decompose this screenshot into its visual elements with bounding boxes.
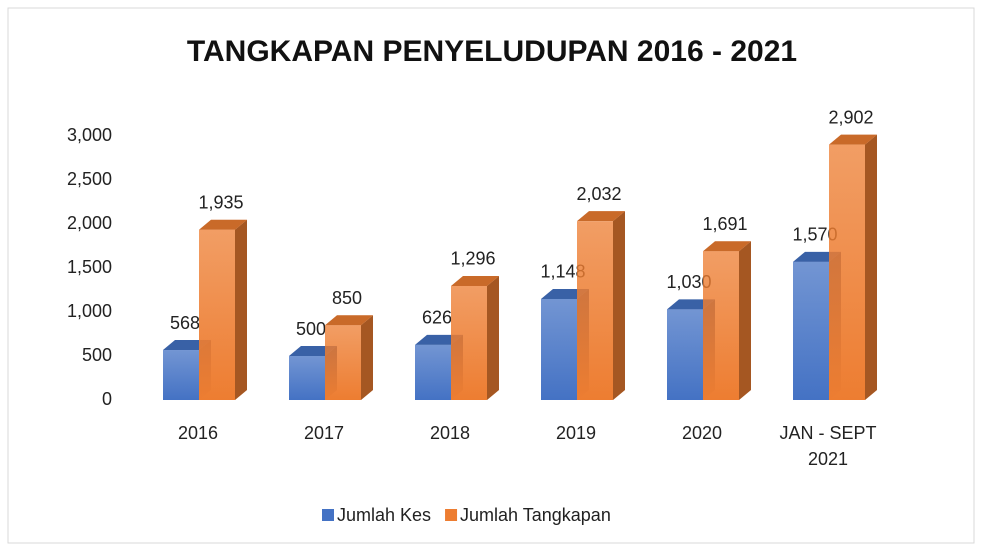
bar-side (361, 315, 373, 400)
legend-swatch (445, 509, 458, 521)
bar-side-shade (865, 134, 877, 400)
y-tick-label: 1,500 (67, 257, 112, 277)
bar-side-shade (361, 315, 373, 400)
data-label: 850 (332, 288, 362, 308)
bar-front (541, 298, 577, 400)
bar-top (325, 315, 373, 326)
bar-front (451, 285, 487, 400)
bar-top-shade (199, 219, 247, 230)
bar-top (199, 219, 247, 230)
data-label: 1,935 (198, 192, 243, 212)
legend-label: Jumlah Kes (337, 505, 431, 525)
bar-front (829, 144, 865, 400)
bar (199, 219, 247, 400)
bar (577, 211, 625, 400)
y-tick-label: 500 (82, 345, 112, 365)
bar-front (415, 344, 451, 400)
y-tick-label: 0 (102, 389, 112, 409)
bar-side (235, 219, 247, 400)
bar-top-shade (325, 315, 373, 326)
bar-side-shade (235, 219, 247, 400)
bar-top (829, 134, 877, 145)
x-tick-label: 2020 (681, 423, 723, 443)
x-tick-label: 2018 (429, 423, 471, 443)
bar-front (325, 325, 361, 400)
x-tick-label: JAN - SEPT 2021 (779, 423, 877, 469)
y-tick-label: 2,000 (67, 213, 112, 233)
bar-top (703, 241, 751, 252)
bar-top (577, 211, 625, 222)
bar-side-shade (487, 275, 499, 400)
y-tick-label: 3,000 (67, 125, 112, 145)
bar-front (667, 309, 703, 400)
x-tick-label: 2019 (555, 423, 597, 443)
data-label: 2,032 (576, 184, 621, 204)
bar-side-shade (613, 211, 625, 400)
bar-front (793, 261, 829, 400)
x-tick-label: 2016 (177, 423, 219, 443)
bar-top-shade (451, 275, 499, 286)
data-label: 1,296 (450, 249, 495, 269)
bar-side (739, 241, 751, 400)
bar-front (289, 356, 325, 400)
chart-title: TANGKAPAN PENYELUDUPAN 2016 - 2021 (187, 35, 797, 68)
bar-side-shade (739, 241, 751, 400)
bar-top-shade (703, 241, 751, 252)
data-label: 1,691 (702, 214, 747, 234)
data-label: 1,570 (792, 225, 837, 245)
bar (325, 315, 373, 400)
bar (829, 134, 877, 400)
legend-label: Jumlah Tangkapan (460, 505, 611, 525)
data-label: 1,148 (540, 262, 585, 282)
bar-top-shade (577, 211, 625, 222)
legend-swatch (322, 509, 334, 521)
bar-side (613, 211, 625, 400)
data-label: 2,902 (828, 107, 873, 127)
data-label: 626 (422, 308, 452, 328)
bar-side (487, 275, 499, 400)
bar-front (577, 221, 613, 400)
bar-side (865, 134, 877, 400)
bar (703, 241, 751, 400)
y-tick-label: 2,500 (67, 169, 112, 189)
data-label: 568 (170, 313, 200, 333)
bar-front (163, 350, 199, 400)
y-tick-label: 1,000 (67, 301, 112, 321)
data-label: 500 (296, 319, 326, 339)
data-label: 1,030 (666, 272, 711, 292)
bar (451, 275, 499, 400)
bar-top-shade (829, 134, 877, 145)
bar-front (199, 229, 235, 400)
x-tick-label: 2017 (303, 423, 345, 443)
bar-front (703, 251, 739, 400)
bar-top (451, 275, 499, 286)
